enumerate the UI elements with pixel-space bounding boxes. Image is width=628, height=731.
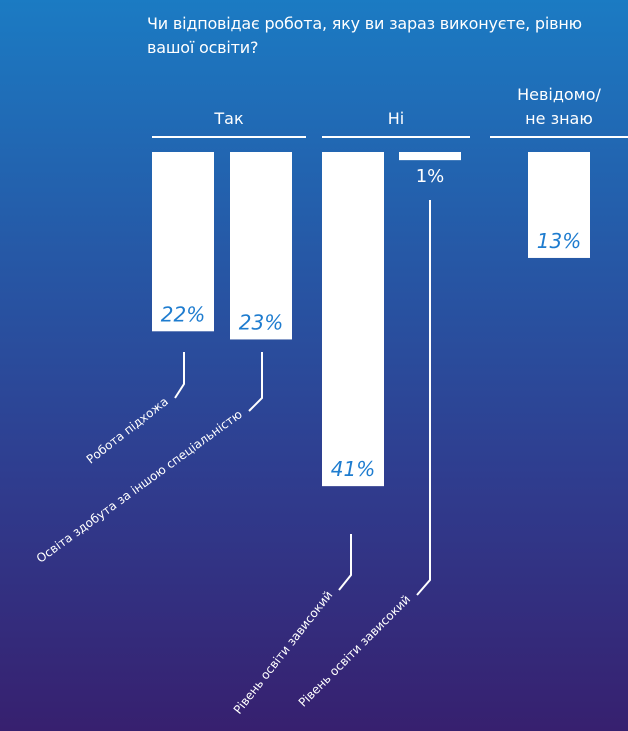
leader-line-0-0 [174, 352, 185, 399]
bar-0-1 [230, 152, 292, 340]
bar-0-0 [152, 152, 214, 332]
bar-1-1 [399, 152, 461, 161]
group-label-1: Ні [388, 109, 404, 128]
data-label-0-0: 22% [161, 302, 205, 326]
bar-2-0 [528, 152, 590, 258]
data-label-1-0: 41% [331, 457, 375, 481]
leader-line-1-1 [416, 200, 431, 596]
bar-category-label-1-0: Рівень освіти зависокий [231, 588, 336, 716]
group-label-2-line-1: не знаю [525, 109, 593, 128]
bar-1-0 [322, 152, 384, 487]
data-label-2-0: 13% [537, 229, 581, 253]
leader-line-0-1 [248, 352, 263, 412]
chart-title: Чи відповідає робота, яку ви зараз викон… [147, 14, 582, 57]
group-label-0: Так [213, 109, 244, 128]
group-label-2-line-0: Невідомо/ [517, 85, 601, 104]
leader-line-1-0 [338, 534, 352, 591]
data-label-0-1: 23% [239, 310, 283, 334]
bar-category-label-0-1: Освіта здобута за іншою спеціальністю [34, 407, 245, 566]
data-label-1-1: 1% [416, 166, 445, 187]
bar-category-label-0-0: Робота підхожа [84, 394, 171, 466]
